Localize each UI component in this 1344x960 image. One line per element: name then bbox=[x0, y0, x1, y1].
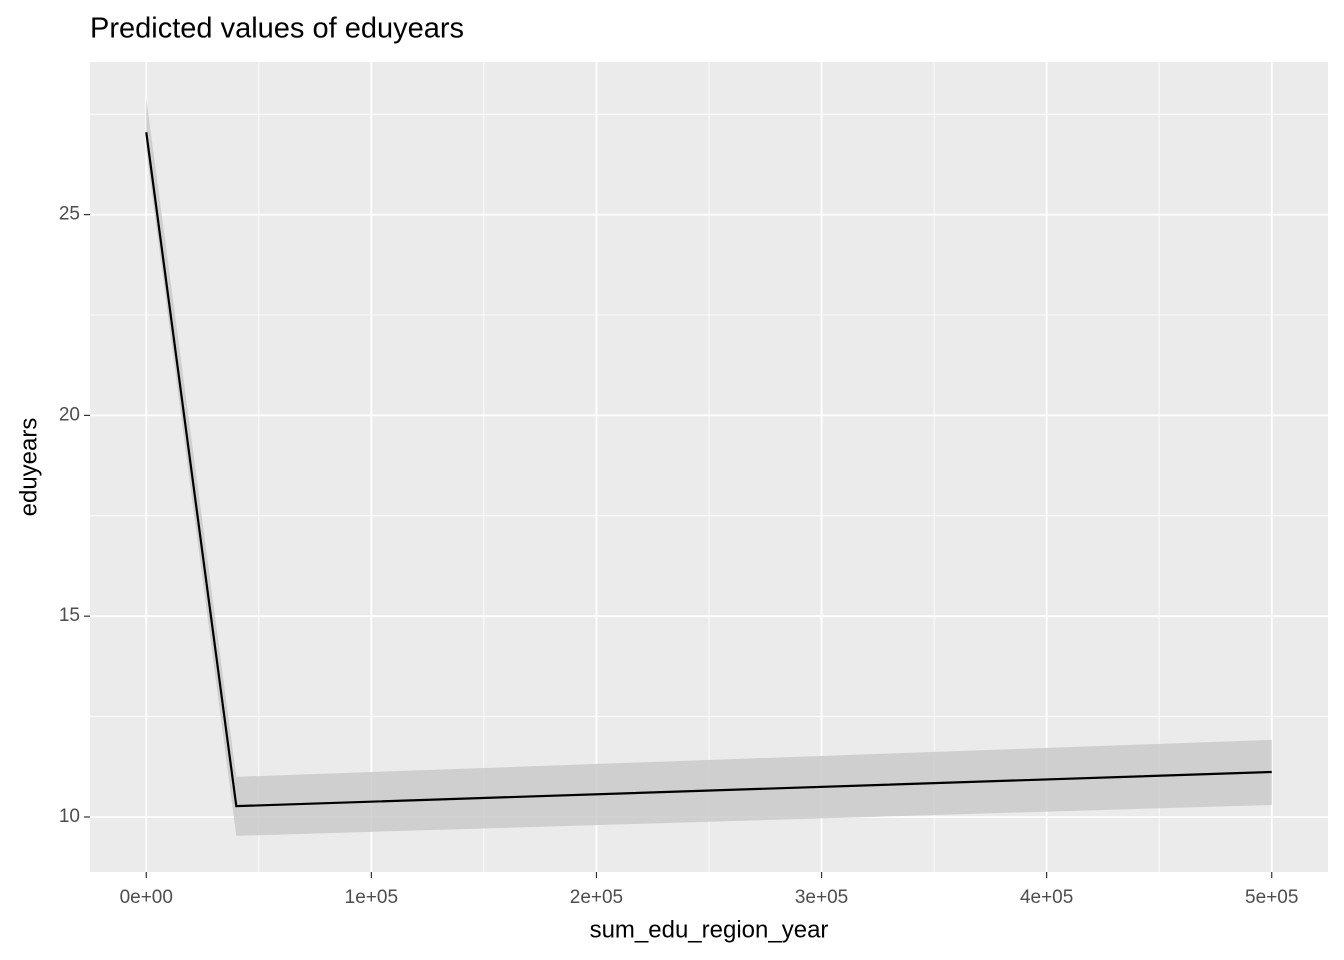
x-tick-label: 3e+05 bbox=[795, 887, 848, 908]
x-tick-label: 4e+05 bbox=[1020, 887, 1073, 908]
x-tick-label: 1e+05 bbox=[345, 887, 398, 908]
prediction-line bbox=[145, 132, 1272, 808]
y-tick-label: 10 bbox=[59, 806, 80, 827]
x-axis-title: sum_edu_region_year bbox=[590, 916, 829, 943]
x-tick-label: 2e+05 bbox=[570, 887, 623, 908]
x-tick-label: 0e+00 bbox=[120, 887, 173, 908]
y-tick-label: 20 bbox=[59, 404, 80, 425]
confidence-ribbon bbox=[146, 98, 1272, 836]
x-tick-label: 5e+05 bbox=[1245, 887, 1298, 908]
y-axis-title: eduyears bbox=[15, 418, 42, 517]
y-tick-label: 25 bbox=[59, 204, 80, 225]
y-tick-label: 15 bbox=[59, 605, 80, 626]
chart-title: Predicted values of eduyears bbox=[90, 13, 464, 45]
